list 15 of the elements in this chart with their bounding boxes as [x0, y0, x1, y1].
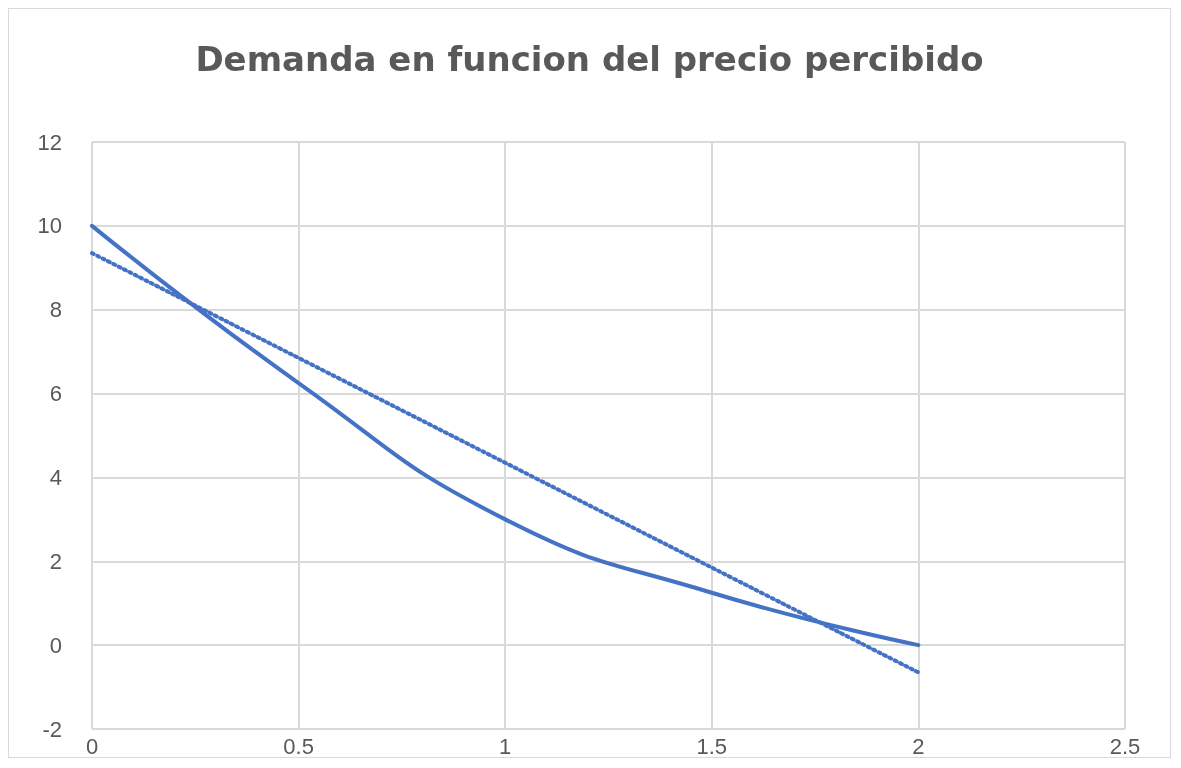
y-tick-label: 8 — [49, 297, 62, 323]
y-tick-label: 10 — [37, 213, 62, 239]
y-tick-label: 6 — [49, 381, 62, 407]
x-tick-label: 1.5 — [696, 733, 728, 759]
x-tick-label: 2 — [912, 733, 925, 759]
y-tick-label: 2 — [49, 548, 62, 574]
x-tick-label: 2.5 — [1109, 733, 1141, 759]
y-tick-label: 4 — [49, 464, 62, 490]
x-tick-label: 0.5 — [283, 733, 314, 759]
x-tick-label: 1 — [499, 733, 512, 759]
chart-title: Demanda en funcion del precio percibido — [195, 39, 984, 79]
y-tick-label: -2 — [42, 716, 62, 742]
y-tick-label: 0 — [49, 632, 62, 658]
y-tick-label: 12 — [37, 129, 62, 155]
x-tick-label: 0 — [85, 733, 99, 759]
